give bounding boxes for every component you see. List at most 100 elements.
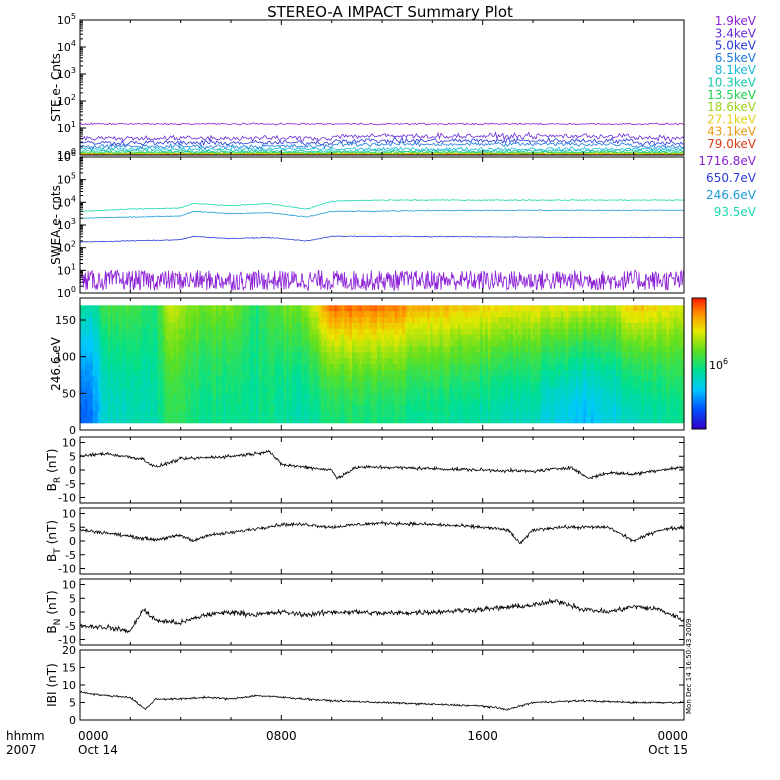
ste-ytick-base: 10	[57, 14, 71, 27]
pad-cell	[120, 352, 124, 359]
pad-cell	[374, 399, 378, 406]
pad-cell	[193, 305, 197, 312]
pad-cell	[102, 375, 106, 383]
pad-cell	[253, 334, 257, 342]
pad-cell	[147, 334, 152, 342]
pad-cell	[467, 311, 471, 318]
pad-cell	[485, 305, 489, 312]
pad-cell	[178, 381, 182, 389]
pad-cell	[178, 399, 182, 406]
pad-cell	[203, 405, 207, 412]
pad-cell	[407, 317, 411, 324]
pad-cell	[432, 410, 436, 418]
pad-cell	[112, 375, 116, 383]
pad-cell	[480, 405, 484, 412]
pad-cell	[140, 328, 144, 336]
pad-cell	[505, 381, 509, 389]
pad-cell	[349, 358, 353, 365]
pad-cell	[452, 387, 456, 394]
pad-cell	[115, 393, 119, 400]
pad-cell	[578, 375, 582, 383]
pad-cell	[580, 410, 584, 418]
pad-cell	[278, 340, 282, 347]
pad-cell	[444, 358, 449, 365]
pad-cell	[213, 369, 217, 377]
pad-cell	[545, 399, 549, 406]
pad-cell	[248, 305, 252, 312]
pad-cell	[268, 393, 272, 400]
pad-cell	[439, 317, 443, 324]
pad-cell	[434, 317, 438, 324]
pad-cell	[442, 317, 446, 324]
pad-cell	[205, 393, 209, 400]
pad-cell	[349, 305, 353, 312]
pad-cell	[626, 375, 630, 383]
swea-ytick-base: 10	[57, 242, 71, 255]
pad-cell	[316, 364, 320, 371]
pad-cell	[276, 416, 280, 424]
pad-cell	[507, 340, 511, 347]
pad-cell	[351, 410, 355, 418]
pad-cell	[656, 393, 660, 400]
pad-cell	[611, 364, 615, 371]
pad-cell	[314, 416, 318, 424]
pad-cell	[404, 358, 408, 365]
pad-cell	[565, 410, 569, 418]
pad-cell	[125, 364, 129, 371]
pad-cell	[248, 410, 252, 418]
pad-cell	[220, 358, 225, 365]
pad-cell	[661, 381, 665, 389]
pad-cell	[296, 410, 300, 418]
pad-cell	[573, 334, 577, 342]
pad-cell	[339, 346, 343, 353]
pad-cell	[535, 375, 539, 383]
pad-cell	[399, 340, 403, 347]
pad-cell	[447, 358, 451, 365]
pad-cell	[533, 416, 537, 424]
pad-cell	[100, 387, 104, 394]
pad-cell	[281, 317, 285, 324]
pad-cell	[238, 369, 242, 377]
pad-cell	[356, 375, 360, 383]
pad-cell	[316, 416, 320, 424]
pad-cell	[298, 364, 303, 371]
pad-cell	[636, 334, 640, 342]
pad-cell	[646, 305, 650, 312]
pad-cell	[314, 322, 318, 330]
pad-cell	[530, 352, 534, 359]
pad-cell	[565, 393, 569, 400]
pad-cell	[147, 387, 152, 394]
pad-cell	[545, 416, 549, 424]
pad-cell	[671, 416, 675, 424]
pad-cell	[613, 317, 617, 324]
pad-cell	[165, 416, 169, 424]
pad-cell	[127, 322, 131, 330]
pad-cell	[127, 352, 131, 359]
pad-cell	[115, 381, 119, 389]
pad-cell	[110, 340, 114, 347]
pad-cell	[666, 393, 670, 400]
pad-cell	[371, 369, 376, 377]
pad-cell	[447, 334, 451, 342]
pad-cell	[626, 340, 630, 347]
pad-cell	[603, 328, 607, 336]
pad-cell	[268, 399, 272, 406]
pad-cell	[296, 387, 300, 394]
pad-cell	[331, 334, 335, 342]
pad-cell	[349, 346, 353, 353]
pad-cell	[273, 364, 277, 371]
pad-cell	[535, 305, 539, 312]
pad-cell	[170, 364, 174, 371]
pad-cell	[175, 328, 179, 336]
pad-cell	[140, 305, 144, 312]
pad-cell	[512, 340, 516, 347]
pad-cell	[163, 358, 167, 365]
pad-cell	[540, 334, 544, 342]
pad-cell	[631, 328, 635, 336]
pad-cell	[565, 381, 569, 389]
pad-cell	[588, 358, 592, 365]
pad-cell	[457, 416, 461, 424]
pad-cell	[158, 317, 162, 324]
pad-cell	[646, 334, 650, 342]
pad-cell	[626, 410, 630, 418]
